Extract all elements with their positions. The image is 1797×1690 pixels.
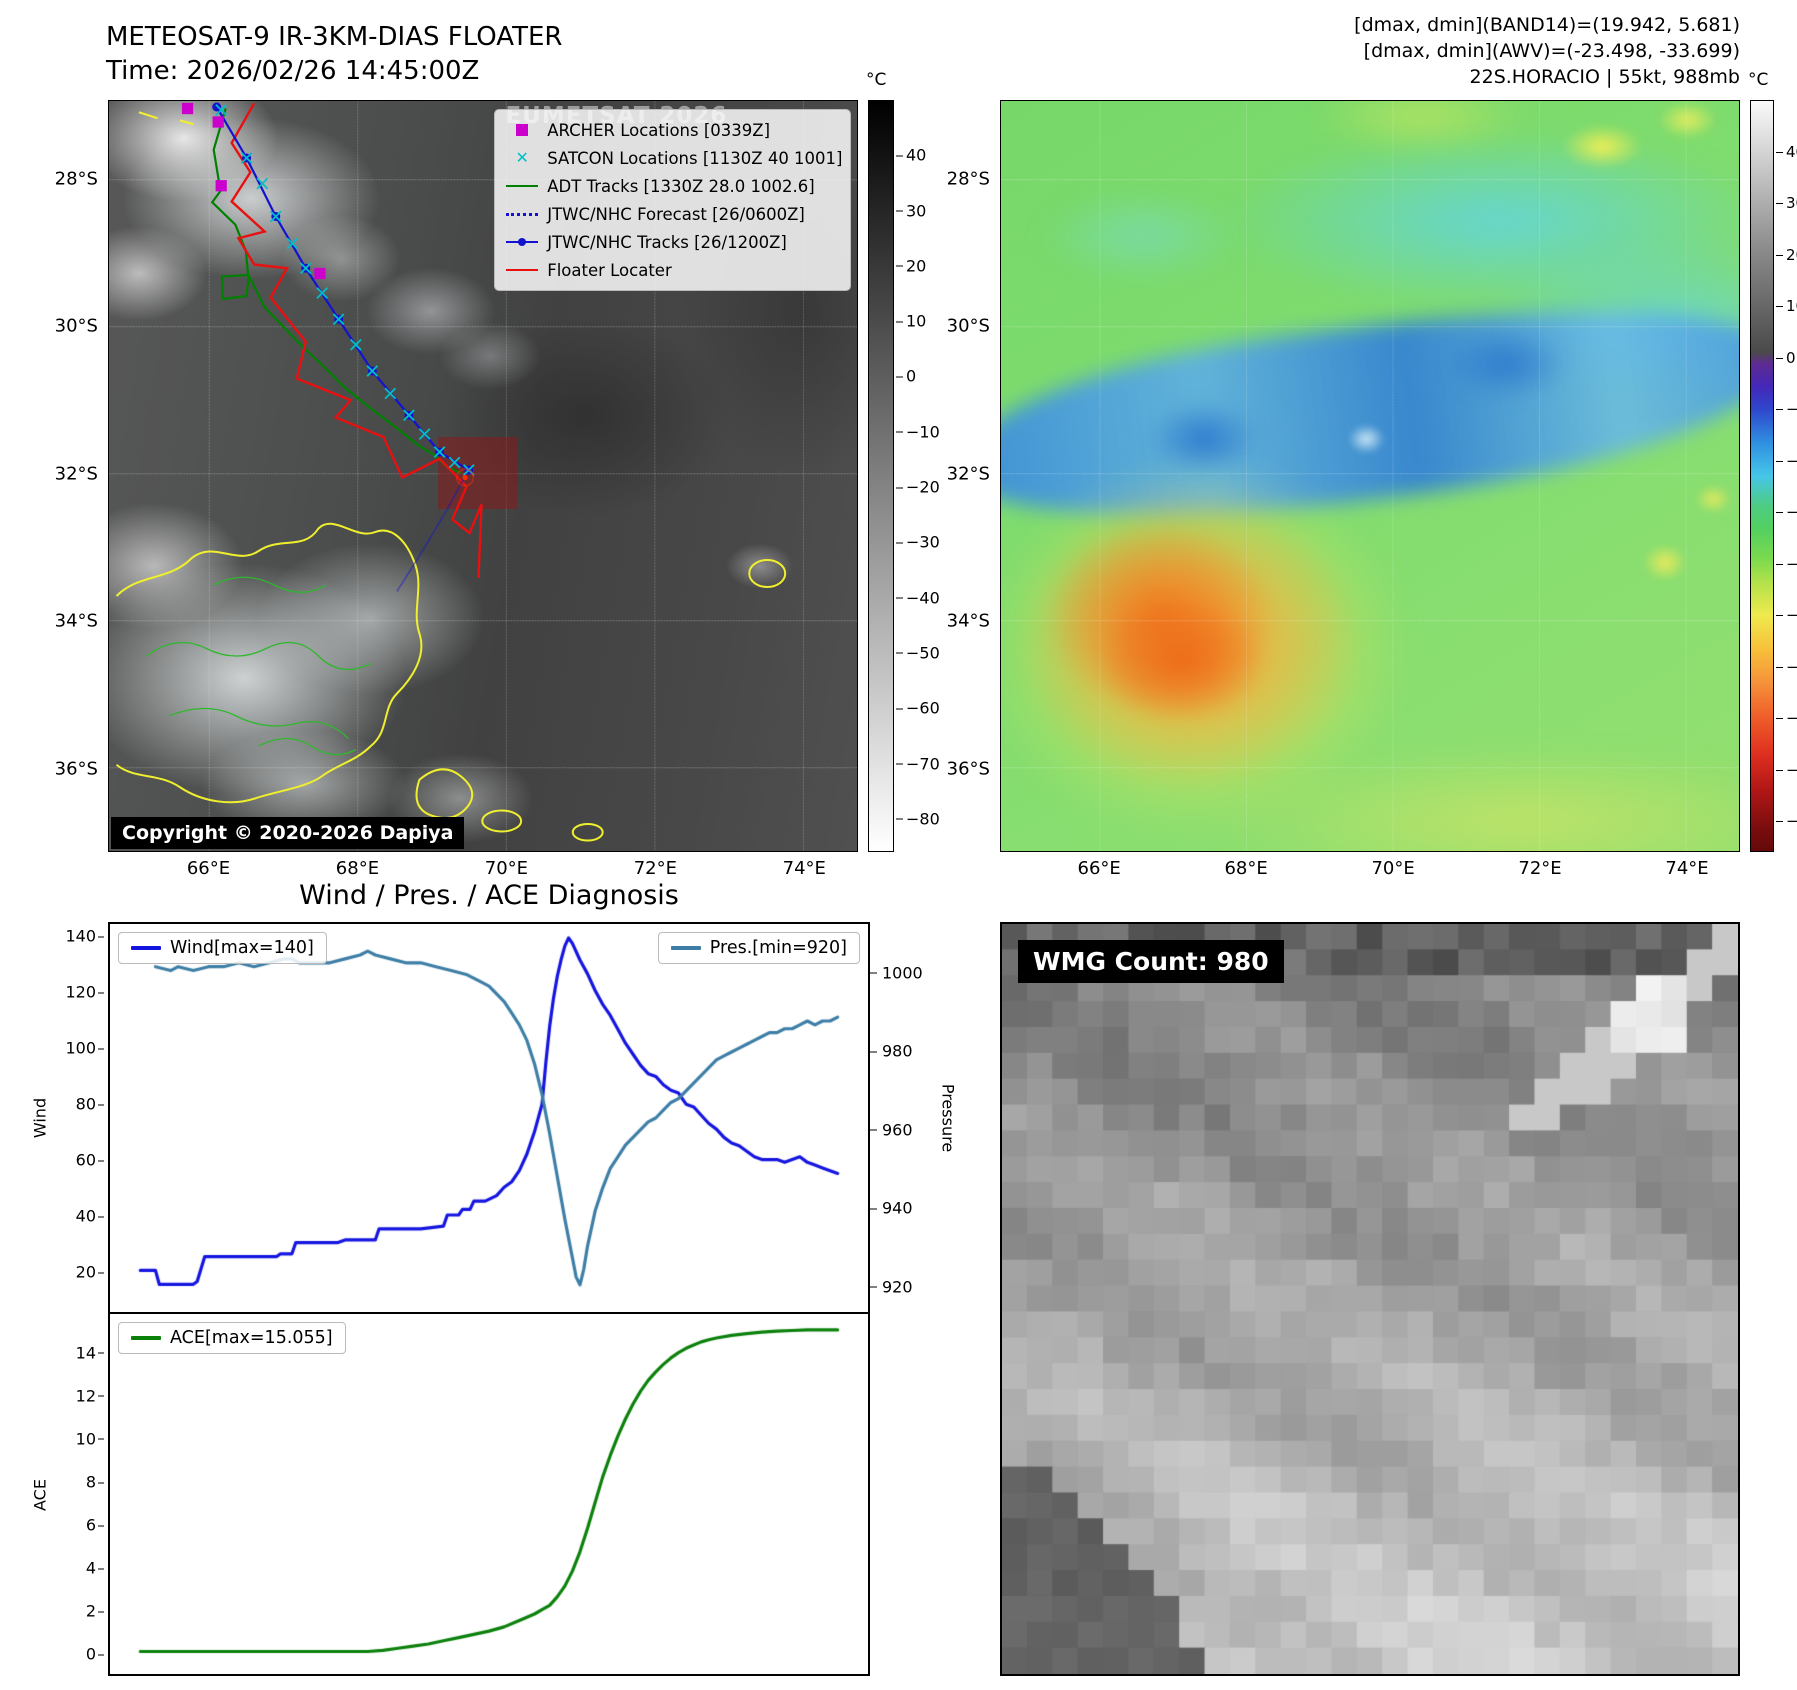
legend-item: SATCON Locations [1130Z 40 1001] [505,145,843,171]
wmg-canvas [1002,924,1738,1674]
wind-axis-label: Wind [30,1097,50,1139]
pres-legend-label: Pres.[min=920] [709,938,847,958]
legend-label: JTWC/NHC Tracks [26/1200Z] [547,232,787,252]
wmg-image: WMG Count: 980 [1000,922,1740,1676]
legend-label: ADT Tracks [1330Z 28.0 1002.6] [547,176,815,196]
lon-tick-label: 74°E [1665,858,1709,879]
lat-tick-label: 28°S [946,168,990,190]
floater-target-box [438,437,518,509]
storm-status-text: 22S.HORACIO | 55kt, 988mb [1469,66,1740,88]
wind-legend: Wind[max=140] [118,932,327,964]
lat-tick-label: 32°S [54,463,98,485]
enhanced-colorbar-unit: °C [1748,70,1769,90]
legend-item: ARCHER Locations [0339Z] [505,117,840,143]
panel-title: METEOSAT-9 IR-3KM-DIAS FLOATER [106,22,563,52]
lon-tick-label: 68°E [335,858,380,879]
satcon-x-markers [216,105,474,476]
floater-center-ring [457,469,473,486]
ace-axis-ticks: 0 2 4 6 8 10 12 14 [75,1343,105,1664]
legend-item: JTWC/NHC Forecast [26/0600Z] [505,201,840,227]
pres-legend: Pres.[min=920] [657,932,860,964]
lon-tick-label: 74°E [782,858,826,879]
jtwc-track-icon [505,234,539,250]
band14-range-text: [dmax, dmin](BAND14)=(19.942, 5.681) [1354,14,1740,36]
lat-tick-label: 34°S [54,610,98,632]
lon-tick-label: 68°E [1224,858,1268,879]
legend-label: ARCHER Locations [0339Z] [547,120,771,140]
lat-tick-label: 32°S [946,463,990,485]
ace-legend: ACE[max=15.055] [118,1322,346,1354]
ir-lat-axis: 28°S 30°S 32°S 34°S 36°S [36,100,102,852]
enhanced-ir-map [1000,100,1740,852]
copyright-badge: Copyright © 2020-2026 Dapiya [111,817,465,849]
jtwc-track-points [212,102,474,475]
enhanced-colorbar [1750,100,1774,852]
ir-colorbar-ticks: 40 30 20 10 0 −10 −20 −30 −40 −50 −60 −70 −80 [895,145,940,829]
floater-center-dot [462,474,468,481]
ir-colorbar-unit: °C [866,70,887,90]
lon-tick-label: 70°E [484,858,529,879]
lon-tick-label: 66°E [1077,858,1121,879]
lat-tick-label: 34°S [946,610,990,632]
enhanced-map-overlay [1001,101,1739,851]
ir-map-overlay [109,101,857,851]
ir-lon-axis: 66°E 68°E 70°E 72°E 74°E [108,858,858,882]
ace-chart: ACE[max=15.055] [108,1314,870,1676]
legend-item: Floater Locater [505,257,840,283]
pressure-axis-label: Pressure [938,1083,958,1153]
legend-item: JTWC/NHC Tracks [26/1200Z] [505,229,840,255]
forecast-dotted-icon [505,206,539,222]
pres-line-icon [670,946,701,950]
map-legend: ARCHER Locations [0339Z] SATCON Location… [494,109,852,292]
lat-tick-label: 30°S [946,315,990,337]
lon-tick-label: 72°E [1518,858,1562,879]
wind-line-icon [131,946,161,950]
cold-cloud-contours [116,112,785,840]
lon-tick-label: 70°E [1371,858,1415,879]
ace-axis-label: ACE [30,1479,50,1511]
lat-tick-label: 30°S [54,315,98,337]
legend-label: SATCON Locations [1130Z 40 1001] [547,148,843,168]
enhanced-header: [dmax, dmin](BAND14)=(19.942, 5.681) [dm… [1150,12,1740,90]
ace-canvas [110,1314,868,1674]
archer-square-icon [505,122,539,138]
archer-square-markers [181,102,326,280]
pressure-axis-ticks: 920 940 960 980 1000 [870,963,923,1297]
floater-line-icon [505,262,539,278]
lon-tick-label: 72°E [633,858,677,879]
adt-track-line [212,109,460,474]
wind-legend-label: Wind[max=140] [170,938,314,958]
diagnosis-title: Wind / Pres. / ACE Diagnosis [299,880,679,911]
panel-subtitle: Time: 2026/02/26 14:45:00Z [106,56,480,86]
adt-track-icon [505,178,539,194]
legend-label: JTWC/NHC Forecast [26/0600Z] [547,204,805,224]
lat-tick-label: 36°S [54,758,98,780]
awv-range-text: [dmax, dmin](AWV)=(-23.498, -33.699) [1363,40,1740,62]
satcon-x-icon [505,150,539,166]
ace-line-icon [131,1336,161,1340]
graticule [1001,101,1739,851]
ir-colorbar [868,100,894,852]
wind-pressure-canvas [110,924,868,1312]
lon-tick-label: 66°E [186,858,231,879]
lat-tick-label: 28°S [54,168,98,190]
wind-pressure-chart: Wind[max=140] Pres.[min=920] [108,922,870,1314]
ace-legend-label: ACE[max=15.055] [170,1328,333,1348]
ir-satellite-map: EUMETSAT 2026 ARCHER Locations [0339Z] S… [108,100,858,852]
wmg-count-badge: WMG Count: 980 [1018,940,1284,983]
legend-label: Floater Locater [547,260,672,280]
floater-track-line [232,103,482,578]
lat-tick-label: 36°S [946,758,990,780]
enhanced-lat-axis: 28°S 30°S 32°S 34°S 36°S [928,100,994,852]
wind-axis-ticks: 20 40 60 80 100 120 140 [65,926,105,1282]
legend-item: ADT Tracks [1330Z 28.0 1002.6] [505,173,840,199]
jtwc-forecast-line [397,470,469,592]
enhanced-lon-axis: 66°E 68°E 70°E 72°E 74°E [1000,858,1740,882]
